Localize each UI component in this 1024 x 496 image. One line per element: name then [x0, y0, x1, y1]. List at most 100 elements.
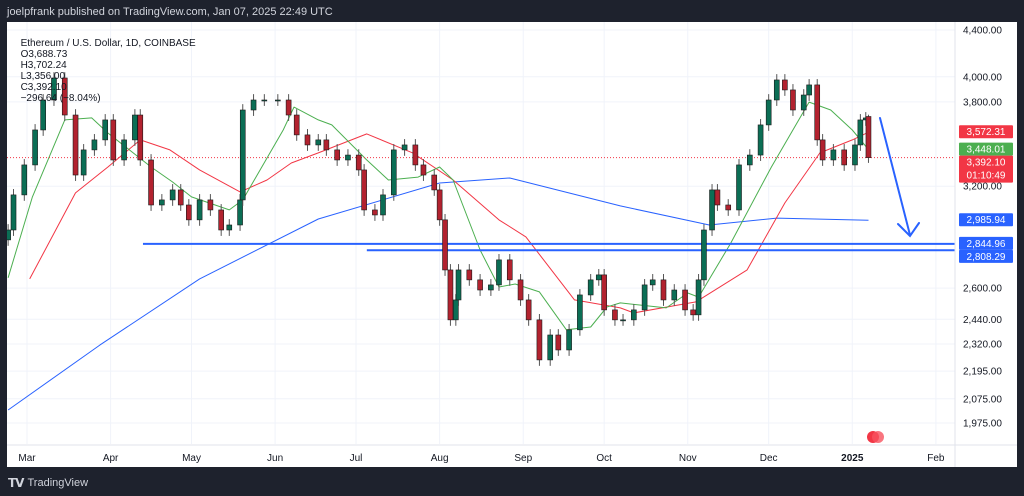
candle-body — [671, 289, 678, 301]
candle-body — [782, 79, 788, 91]
candle-body — [372, 209, 378, 216]
price-label-bg — [959, 142, 1013, 156]
candle-body — [601, 274, 607, 311]
x-tick-label: Nov — [679, 453, 697, 464]
low-value: L3,356.00 — [20, 71, 66, 82]
candle-body — [865, 116, 872, 158]
ma-20-line — [7, 101, 869, 331]
candle-body — [466, 269, 473, 281]
candle-body — [690, 309, 696, 316]
candle-body — [455, 269, 462, 301]
candle-body — [51, 77, 57, 101]
candle-body — [800, 94, 807, 111]
candle-body — [412, 144, 419, 166]
x-tick-label: Dec — [760, 453, 778, 464]
price-label-bg — [959, 125, 1013, 139]
candle-body — [315, 139, 322, 146]
high-value: H3,702.24 — [20, 60, 67, 71]
candle-body — [525, 299, 532, 321]
plot-area — [7, 22, 955, 444]
candle-body — [121, 139, 127, 161]
candle-body — [806, 84, 812, 96]
candle-body — [323, 139, 330, 151]
y-tick-label: 3,200.00 — [963, 182, 1002, 193]
footer-brand[interactable]: 𝗧𝗩 TradingView — [8, 476, 88, 490]
price-label-bg — [959, 213, 1013, 227]
y-tick-label: 2,075.00 — [963, 394, 1002, 405]
candle-body — [132, 114, 138, 141]
candle-body — [21, 164, 28, 196]
price-label: 2,985.94 — [967, 215, 1006, 226]
brand-name: TradingView — [27, 477, 89, 489]
candle-body — [380, 194, 386, 216]
candle-body — [536, 319, 543, 361]
candle-body — [250, 99, 257, 111]
candle-body — [814, 84, 821, 141]
candle-body — [218, 209, 224, 231]
candle-body — [293, 114, 300, 136]
candle-body — [442, 219, 448, 271]
candle-body — [682, 289, 688, 311]
x-tick-label: Jun — [267, 453, 283, 464]
x-tick-label: Aug — [431, 453, 449, 464]
candle-body — [612, 309, 618, 321]
candle-body — [765, 99, 772, 126]
x-tick-label: 2025 — [841, 453, 864, 464]
candle-body — [631, 309, 637, 321]
symbol-title[interactable]: Ethereum / U.S. Dollar, 1D, COINBASE — [20, 38, 196, 49]
candle-body — [186, 204, 192, 221]
price-label-bg — [959, 236, 1013, 250]
price-label-bg — [959, 155, 1013, 183]
candle-body — [701, 229, 707, 281]
x-tick-label: Feb — [927, 453, 945, 464]
candle-body — [102, 119, 109, 141]
candle-body — [566, 329, 572, 351]
ma-200-line — [7, 177, 869, 411]
candle-body — [436, 189, 443, 221]
x-tick-label: Jul — [350, 453, 363, 464]
candle-body — [506, 259, 513, 281]
y-tick-label: 2,195.00 — [963, 367, 1002, 378]
price-label-bg — [959, 249, 1013, 263]
candle-body — [72, 114, 79, 176]
candle-body — [649, 279, 656, 286]
open-value: O3,688.73 — [20, 49, 68, 60]
x-tick-label: Mar — [18, 453, 36, 464]
candle-body — [207, 199, 214, 211]
x-tick-label: Sep — [514, 453, 532, 464]
candle-body — [110, 119, 117, 161]
change-value: −296.64 (−8.04%) — [20, 93, 101, 104]
y-tick-label: 2,320.00 — [963, 340, 1002, 351]
candle-body — [725, 204, 732, 211]
candle-body — [355, 154, 362, 171]
close-value: C3,392.10 — [20, 82, 67, 93]
candle-body — [285, 99, 292, 116]
y-tick-label: 4,000.00 — [963, 72, 1002, 83]
candle-body — [401, 144, 408, 151]
ma-50-line — [29, 131, 869, 314]
price-label: 3,572.31 — [967, 127, 1006, 138]
candle-body — [852, 144, 858, 166]
candle-body — [137, 114, 144, 161]
candle-body — [857, 119, 864, 146]
publish-info: joelpfrank published on TradingView.com,… — [7, 6, 333, 18]
candle-body — [660, 279, 667, 301]
y-tick-label: 4,400.00 — [963, 26, 1002, 37]
candle-body — [555, 334, 562, 351]
candle-body — [390, 149, 397, 196]
candle-body — [420, 164, 427, 176]
candle-body — [261, 99, 268, 102]
candle-body — [790, 89, 796, 111]
candle-body — [477, 279, 483, 291]
candle-body — [641, 284, 648, 311]
candle-body — [620, 319, 626, 322]
candle-body — [841, 149, 847, 166]
candle-body — [517, 279, 524, 301]
price-label: 3,392.10 — [967, 158, 1006, 169]
candle-body — [345, 154, 351, 161]
candle-body — [334, 149, 340, 161]
x-tick-label: Oct — [596, 453, 612, 464]
y-tick-label: 2,600.00 — [963, 284, 1002, 295]
candle-body — [830, 149, 837, 161]
